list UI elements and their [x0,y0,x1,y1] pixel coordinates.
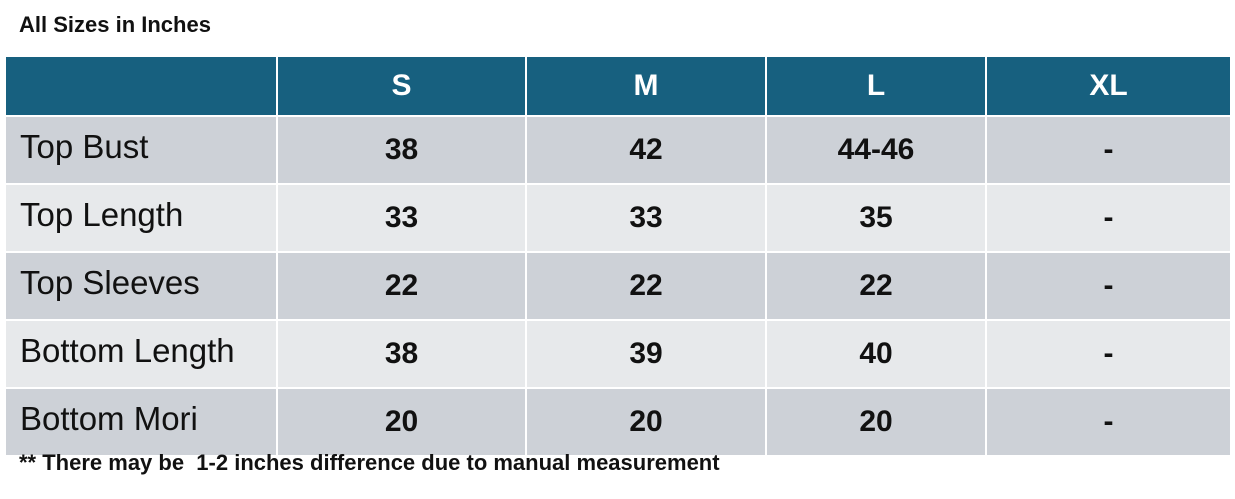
header-row: S M L XL [4,55,1232,117]
title: All Sizes in Inches [19,12,211,37]
row-label: Bottom Mori [4,387,278,457]
column-header: M [525,55,767,117]
table-row: Bottom Length 38 39 40- [4,319,1232,389]
column-header: S [276,55,527,117]
size-cell: 33 [276,183,527,253]
size-cell: 22 [765,251,987,321]
size-cell: 42 [525,115,767,185]
size-cell: 20 [765,387,987,457]
size-cell: 40 [765,319,987,389]
column-header: XL [985,55,1232,117]
size-cell: 20 [525,387,767,457]
table-body: Top Bust 38 42 44-46- Top Length 33 33 35- Top S… [4,115,1232,457]
row-label: Top Length [4,183,278,253]
table-row: Top Bust 38 42 44-46- [4,115,1232,185]
size-cell: 22 [276,251,527,321]
size-cell: - [985,115,1232,185]
row-label: Top Bust [4,115,278,185]
row-label: Top Sleeves [4,251,278,321]
size-cell: 44-46 [765,115,987,185]
size-cell: - [985,183,1232,253]
size-cell: 38 [276,115,527,185]
size-cell: - [985,387,1232,457]
corner-cell [4,55,278,117]
size-cell: 20 [276,387,527,457]
size-table: S M L XL Top Bust 38 42 44-46- Top Length 33 33 35… [4,55,1232,457]
size-cell: - [985,251,1232,321]
size-cell: 35 [765,183,987,253]
size-cell: 22 [525,251,767,321]
size-cell: 39 [525,319,767,389]
table-row: Bottom Mori 20 20 20- [4,387,1232,457]
table-row: Top Length 33 33 35- [4,183,1232,253]
table-row: Top Sleeves 22 22 22- [4,251,1232,321]
size-cell: 33 [525,183,767,253]
row-label: Bottom Length [4,319,278,389]
size-cell: 38 [276,319,527,389]
footnote: ** There may be 1-2 inches difference du… [19,450,720,475]
size-cell: - [985,319,1232,389]
column-header: L [765,55,987,117]
